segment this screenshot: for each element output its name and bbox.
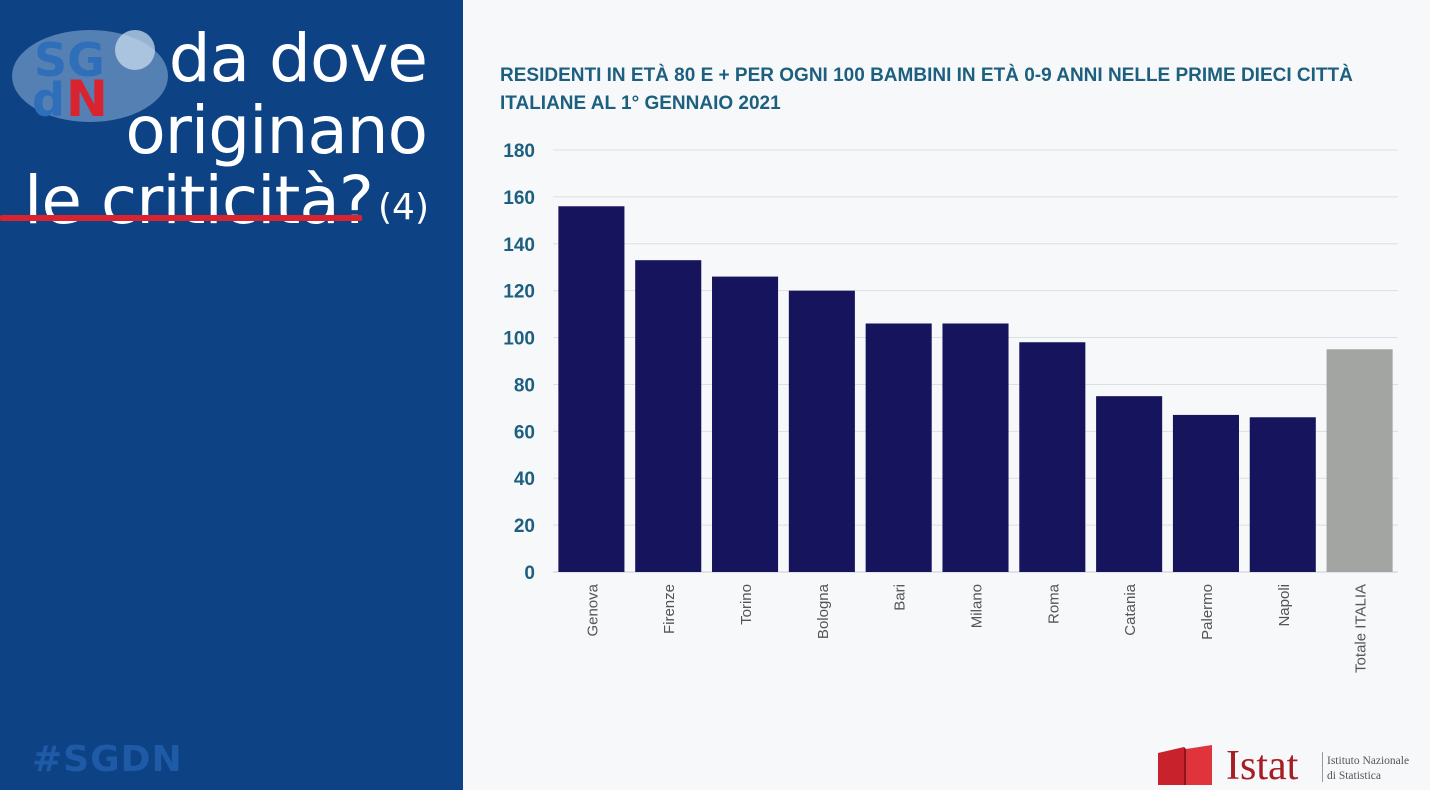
headline-line-3: le criticità? [24,162,374,239]
logo-text-d: d [32,73,65,127]
y-tick-label: 100 [503,329,535,350]
y-tick-label: 20 [514,516,535,537]
bar-palermo [1172,414,1239,572]
logo-text-sg: SG [34,33,105,87]
bar-firenze [635,260,702,572]
hashtag: #SGDN [32,739,183,780]
bar-bari [865,323,932,572]
bar-roma [1019,342,1086,572]
x-tick-label: Catania [1122,583,1139,635]
y-tick-label: 180 [503,141,535,162]
logo-text-n: N [66,70,108,128]
x-tick-label: Bari [892,584,909,611]
x-tick-label: Roma [1045,583,1062,624]
y-tick-label: 160 [503,188,535,209]
istat-logo: Istat Istituto Nazionale di Statistica [1156,740,1416,790]
istat-subtitle-line-2: di Statistica [1327,770,1381,782]
bar-torino [712,276,779,572]
y-tick-label: 80 [514,375,535,396]
brand-divider [1322,752,1323,782]
y-tick-label: 40 [514,469,535,490]
headline-part-number: (4) [378,187,429,228]
istat-wordmark: Istat [1226,743,1299,789]
x-tick-label: Bologna [815,583,832,639]
y-tick-label: 140 [503,235,535,256]
x-tick-label: Totale ITALIA [1353,584,1370,673]
headline-underline [0,215,362,221]
istat-subtitle-line-1: Istituto Nazionale [1327,755,1410,767]
x-tick-label: Milano [969,584,986,628]
headline-line-2: originano [125,92,428,169]
headline-line-1: da dove [168,20,428,97]
bar-napoli [1249,417,1316,572]
bar-totale-italia [1326,349,1393,572]
istat-subtitle: Istituto Nazionale di Statistica [1327,754,1422,784]
chart-title: RESIDENTI IN ETÀ 80 E + PER OGNI 100 BAM… [500,65,1353,114]
chart-panel: RESIDENTI IN ETÀ 80 E + PER OGNI 100 BAM… [463,0,1430,790]
x-tick-label: Palermo [1199,584,1216,640]
x-tick-label: Genova [584,583,601,636]
x-tick-label: Torino [738,584,755,625]
sgdn-logo: SG d N [12,30,168,128]
x-tick-label: Firenze [661,584,678,634]
y-tick-label: 120 [503,282,535,303]
bar-catania [1096,396,1163,572]
bar-bologna [788,290,855,572]
bar-milano [942,323,1009,572]
bar-genova [558,206,625,572]
x-tick-label: Napoli [1276,584,1293,627]
logo-baby-head [115,30,155,70]
istat-cubes-icon [1158,745,1212,785]
y-tick-label: 60 [514,422,535,443]
y-tick-label: 0 [524,563,535,584]
bar-chart: 0 20 40 60 80 100 120 140 160 180 Genova Firenze Tor… [503,141,1398,673]
title-panel: SG d N da dove originano le criticità? (… [0,0,463,790]
